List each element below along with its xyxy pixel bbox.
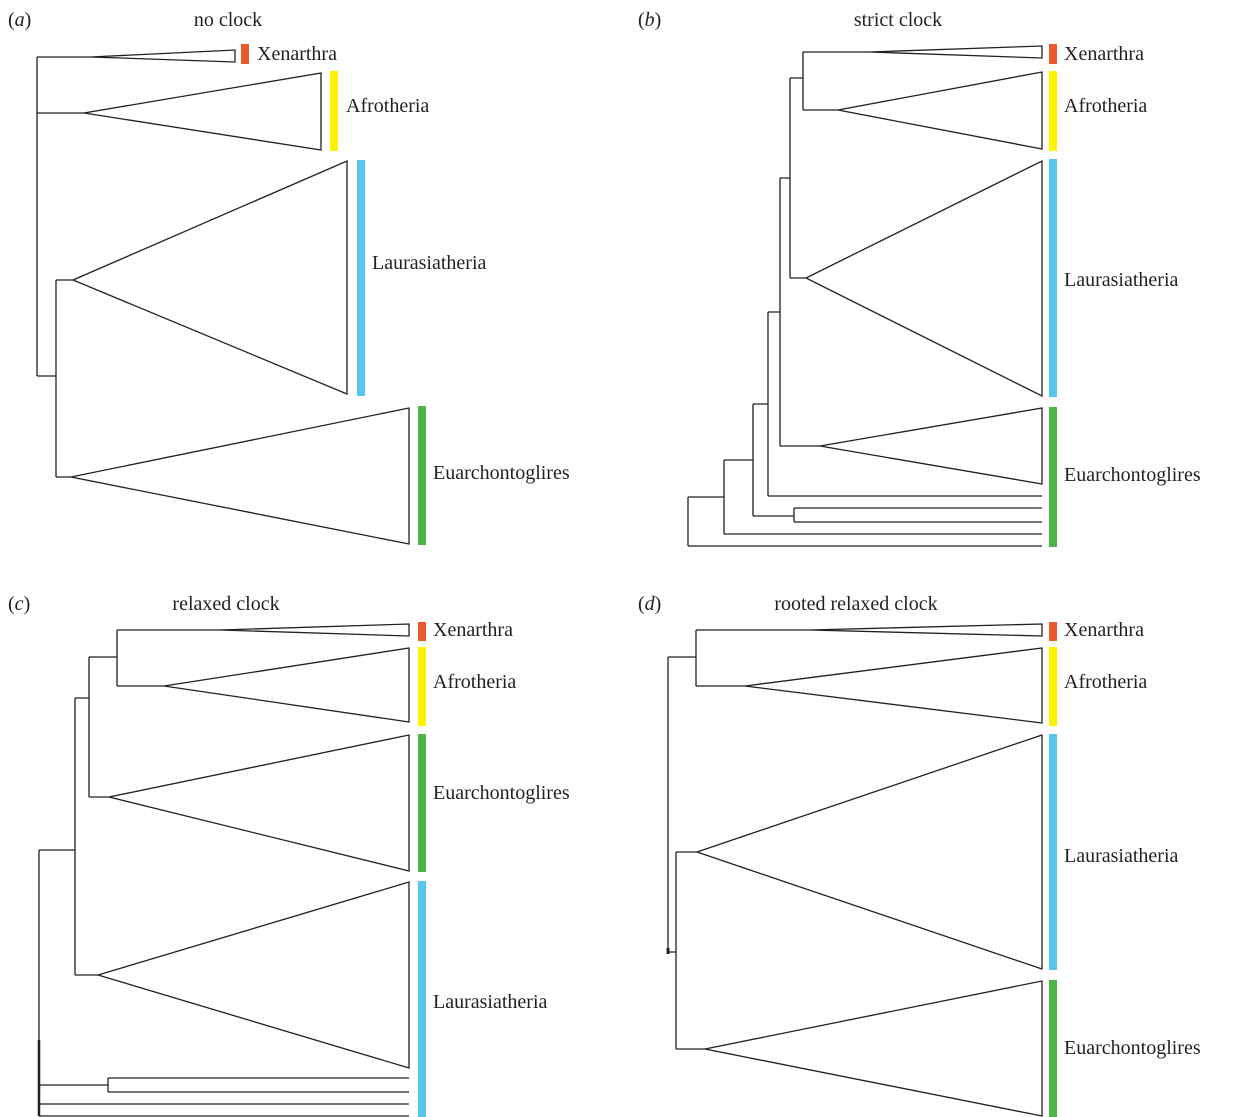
panel-b: (b) strict clock Xenarthra Afrotheria La… [638,9,1201,547]
panel-a-euarchontoglires-label: Euarchontoglires [433,462,570,484]
panel-b-xenarthra-clade [869,45,1043,59]
panel-c: (c) relaxed clock Xenarthra Afrotheria E… [8,593,570,1117]
panel-c-euarchontoglires-bar [418,734,426,872]
panel-b-laurasiatheria-clade [804,159,1043,398]
panel-b-euarchontoglires-label: Euarchontoglires [1064,464,1201,486]
panel-d-laurasiatheria-clade [694,734,1043,970]
panel-d-euarchontoglires-bar [1049,980,1057,1117]
panel-c-xenarthra-clade [219,623,410,637]
panel-b-xenarthra-label: Xenarthra [1064,43,1144,65]
panel-c-title: relaxed clock [172,593,279,615]
panel-a-xenarthra-clade [90,49,236,63]
panel-c-laurasiatheria-bar [418,881,426,1117]
panel-b-branches [687,51,1042,547]
panel-d-afrotheria-label: Afrotheria [1064,671,1147,693]
panel-a-euarchontoglires-bar [418,406,426,545]
panel-b-euarchontoglires-bar [1049,407,1057,547]
panel-b-afrotheria-clade [837,71,1043,150]
panel-d-laurasiatheria-bar [1049,734,1057,970]
panel-b-xenarthra-bar [1049,44,1057,64]
panel-b-title: strict clock [854,9,942,31]
panel-c-branches [37,629,409,1117]
panel-c-afrotheria-clade [163,647,410,723]
panel-d-laurasiatheria-label: Laurasiatheria [1064,845,1178,867]
panel-a: (a) no clock Xenarthra Afrotheria Lauras… [8,9,570,545]
panel-b-laurasiatheria-bar [1049,159,1057,397]
panel-a-xenarthra-label: Xenarthra [257,43,337,65]
panel-a-euarchontoglires-clade [70,407,410,545]
panel-d-euarchontoglires-label: Euarchontoglires [1064,1037,1201,1059]
panel-a-letter: (a) [8,9,31,31]
panel-d-afrotheria-bar [1049,647,1057,726]
panel-a-afrotheria-clade [83,72,322,151]
panel-a-branches [36,56,91,478]
panel-c-letter: (c) [8,593,30,615]
panel-a-laurasiatheria-label: Laurasiatheria [372,252,486,274]
panel-c-laurasiatheria-label: Laurasiatheria [433,991,547,1013]
panel-b-afrotheria-label: Afrotheria [1064,95,1147,117]
panel-a-laurasiatheria-bar [357,160,365,396]
panel-a-afrotheria-bar [330,71,338,151]
panel-d-xenarthra-label: Xenarthra [1064,619,1144,641]
panel-d-xenarthra-bar [1049,622,1057,641]
panel-b-laurasiatheria-label: Laurasiatheria [1064,269,1178,291]
panel-c-afrotheria-label: Afrotheria [433,671,516,693]
panel-a-laurasiatheria-clade [71,160,348,395]
panel-d-euarchontoglires-clade [704,980,1043,1117]
panel-d: (d) rooted relaxed clock Xenarthra Afrot… [638,593,1201,1117]
panel-d-afrotheria-clade [744,647,1043,724]
panel-b-euarchontoglires-clade [819,407,1043,485]
panel-c-euarchontoglires-label: Euarchontoglires [433,782,570,804]
panel-d-xenarthra-clade [809,623,1043,637]
panel-a-afrotheria-label: Afrotheria [346,95,429,117]
panel-c-afrotheria-bar [418,647,426,726]
panel-c-euarchontoglires-clade [108,734,410,872]
panel-d-title: rooted relaxed clock [774,593,937,615]
panel-a-xenarthra-bar [241,44,249,64]
panel-c-laurasiatheria-clade [95,881,410,1069]
panel-a-title: no clock [194,9,262,31]
panel-c-xenarthra-bar [418,622,426,641]
panel-d-branches [666,629,810,1050]
panel-b-letter: (b) [638,9,661,31]
panel-c-xenarthra-label: Xenarthra [433,619,513,641]
panel-d-letter: (d) [638,593,661,615]
panel-b-afrotheria-bar [1049,71,1057,151]
